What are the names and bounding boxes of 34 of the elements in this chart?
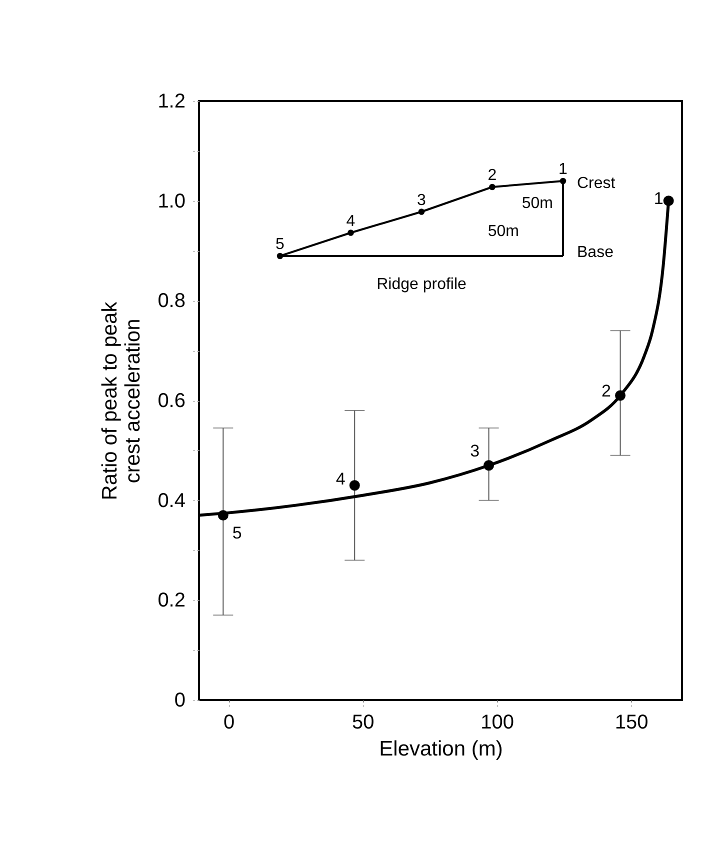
y-tick-label: 1.2 [158, 90, 186, 112]
y-tick-label: 0.2 [158, 590, 186, 612]
annotation: 5 [276, 236, 285, 253]
x-axis-title: Elevation (m) [379, 738, 503, 760]
annotation: 3 [470, 441, 480, 460]
x-tick-label: 150 [614, 712, 648, 734]
y-tick-label: 1.0 [158, 190, 186, 212]
point [276, 252, 284, 260]
annotation: 2 [488, 167, 497, 184]
x-tick-label: 100 [480, 712, 514, 734]
annotation: Crest [577, 175, 616, 192]
annotation: 1 [654, 188, 664, 208]
point [489, 184, 496, 190]
annotation: 50m [522, 195, 553, 212]
annotation: 50m [488, 223, 519, 240]
annotation: 3 [417, 192, 426, 209]
y-tick-label: 0.4 [158, 490, 186, 512]
annotation: Base [577, 244, 614, 261]
annotation: 2 [602, 382, 612, 401]
annotation: 1 [558, 161, 568, 178]
x-tick-label: 50 [352, 712, 374, 734]
x-tick-label: 0 [223, 712, 235, 734]
y-tick-label: 0.6 [158, 390, 186, 412]
annotation: 4 [336, 469, 346, 488]
annotation: 4 [346, 212, 356, 230]
point [418, 208, 425, 215]
point [560, 178, 566, 184]
x-axis-title: Ridge profile [376, 276, 467, 293]
y-tick-label: 0 [174, 690, 186, 712]
annotation: 5 [232, 523, 242, 542]
point [348, 230, 354, 236]
point [349, 480, 360, 491]
y-tick-label: 0.8 [158, 290, 186, 312]
y-axis-title: Ratio of peak to peak crest acceleration [98, 301, 145, 500]
